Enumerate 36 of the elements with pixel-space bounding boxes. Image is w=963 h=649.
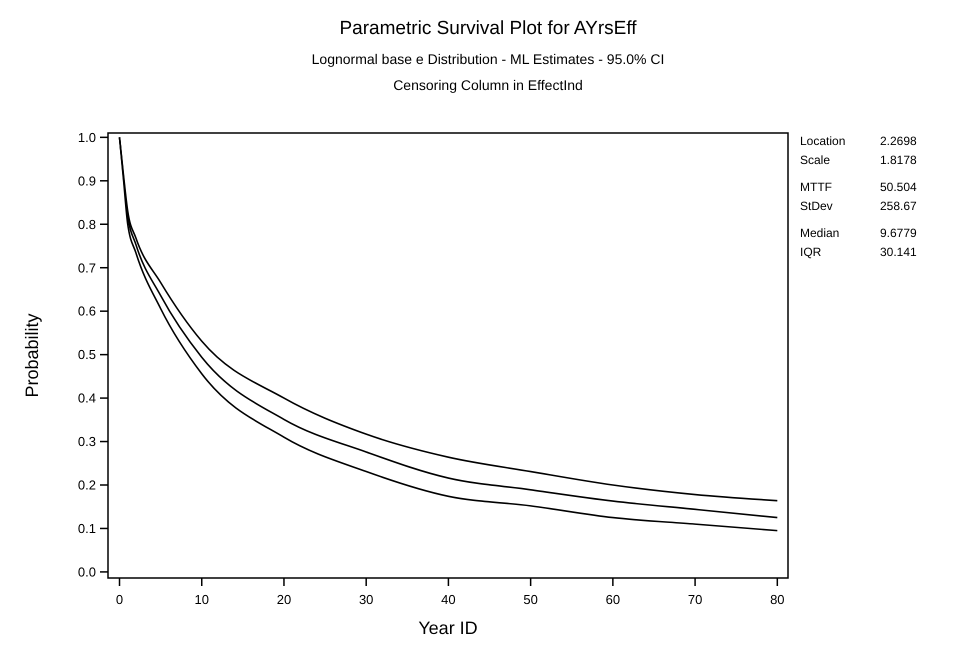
chart-title: Parametric Survival Plot for AYrsEff xyxy=(339,18,638,39)
text: 1.8178 xyxy=(880,153,918,167)
x-tick-label: 10 xyxy=(194,592,209,607)
x-axis-title: Year ID xyxy=(418,618,478,638)
y-tick-label: 0.0 xyxy=(78,564,96,580)
text: 50.504 xyxy=(880,180,918,194)
text: 9.6779 xyxy=(880,226,918,240)
x-tick-label: 50 xyxy=(523,592,538,607)
x-tick-label: 20 xyxy=(276,592,292,607)
y-tick-label: 0.6 xyxy=(78,304,96,319)
y-tick-label: 0.9 xyxy=(78,173,96,188)
x-tick-label: 40 xyxy=(441,592,456,607)
text: Location xyxy=(800,134,846,148)
text: 258.67 xyxy=(880,199,918,213)
y-tick-label: 1.0 xyxy=(78,130,96,145)
x-tick-label: 70 xyxy=(688,592,702,607)
text: 2.2698 xyxy=(880,134,918,148)
text: StDev xyxy=(800,199,833,213)
text: 30.141 xyxy=(880,245,918,259)
text: Scale xyxy=(800,153,830,167)
x-tick-label: 60 xyxy=(606,592,620,607)
y-tick-label: 0.4 xyxy=(78,390,96,406)
x-tick-label: 80 xyxy=(770,592,785,607)
y-tick-label: 0.7 xyxy=(78,260,96,276)
x-tick-label: 0 xyxy=(116,592,124,607)
y-tick-label: 0.3 xyxy=(78,434,96,450)
text: MTTF xyxy=(800,180,832,194)
text: IQR xyxy=(800,245,822,259)
text: Median xyxy=(800,226,840,240)
y-tick-label: 0.8 xyxy=(78,216,96,232)
y-tick-label: 0.5 xyxy=(78,347,96,362)
y-axis-title: Probability xyxy=(22,313,42,398)
y-tick-label: 0.2 xyxy=(78,478,96,493)
chart-subtitle: Lognormal base e Distribution - ML Estimates - 95.0% CI Censoring Column in EffectInd xyxy=(312,51,664,93)
y-tick-label: 0.1 xyxy=(78,521,96,536)
x-tick-label: 30 xyxy=(358,592,374,607)
